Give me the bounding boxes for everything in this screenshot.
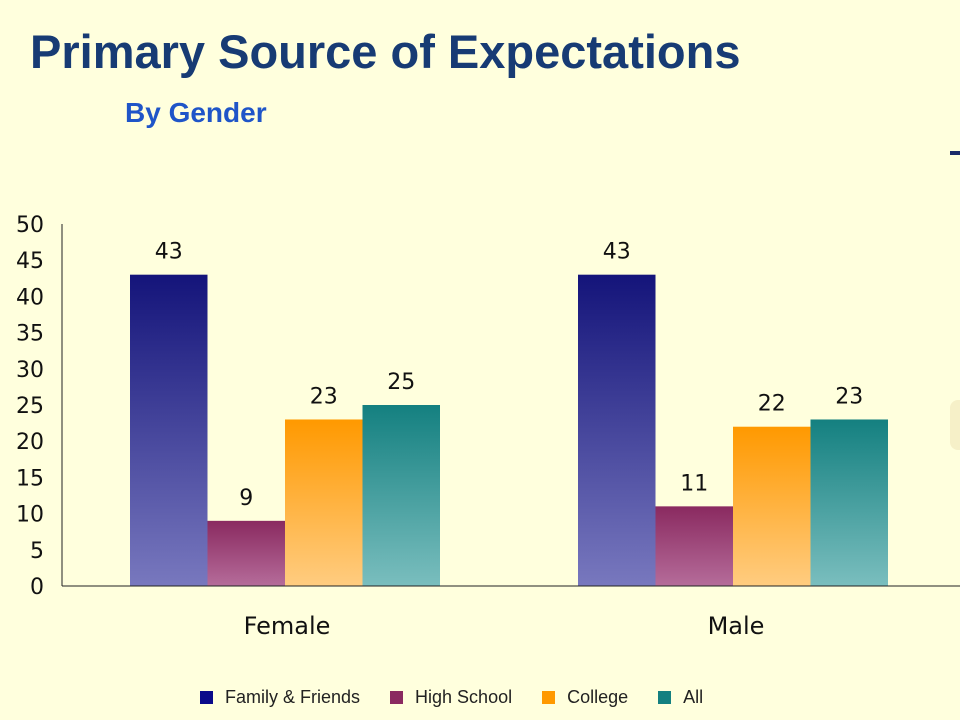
- data-label: 43: [155, 240, 183, 265]
- chart-title: Primary Source of Expectations: [30, 25, 741, 78]
- legend-label: College: [567, 686, 629, 707]
- legend-item-all: All: [658, 687, 703, 708]
- bar: [362, 405, 440, 586]
- y-tick-label: 10: [16, 503, 44, 528]
- y-tick-label: 25: [16, 394, 44, 419]
- data-label: 43: [603, 240, 631, 265]
- legend-label: High School: [415, 686, 513, 707]
- y-tick-label: 45: [16, 249, 44, 274]
- legend-item-college: College: [542, 687, 628, 708]
- x-category-label: Male: [708, 612, 765, 640]
- edge-decoration: [950, 151, 960, 155]
- data-label: 23: [310, 384, 338, 409]
- y-tick-label: 20: [16, 430, 44, 455]
- y-tick-label: 35: [16, 322, 44, 347]
- legend-item-family-friends: Family & Friends: [200, 687, 360, 708]
- chart-legend: Family & Friends High School College All: [200, 686, 733, 708]
- y-tick-label: 40: [16, 285, 44, 310]
- y-tick-label: 50: [16, 213, 44, 238]
- legend-item-high-school: High School: [390, 687, 512, 708]
- y-tick-label: 15: [16, 466, 44, 491]
- chart-subtitle: By Gender: [125, 97, 267, 128]
- bar: [285, 419, 363, 586]
- edge-decoration-shape: [950, 400, 960, 450]
- legend-swatch: [658, 690, 672, 704]
- bar: [810, 419, 888, 586]
- bar: [207, 520, 285, 586]
- legend-swatch: [390, 690, 404, 704]
- x-category-label: Female: [244, 612, 331, 640]
- data-label: 25: [387, 370, 415, 395]
- data-label: 9: [239, 486, 253, 511]
- bar: [130, 274, 208, 586]
- y-tick-label: 5: [30, 539, 44, 564]
- legend-label: Family & Friends: [225, 686, 361, 707]
- bar-chart: 0 5 10 15 20 25 30 35 40 45 50 43 9 23 25 Female 43 11 22 2…: [16, 213, 960, 640]
- legend-label: All: [683, 686, 704, 707]
- bar: [655, 506, 733, 586]
- legend-swatch: [200, 690, 213, 704]
- bar: [733, 426, 811, 586]
- data-label: 22: [758, 392, 786, 417]
- legend-swatch: [542, 690, 556, 704]
- y-tick-label: 30: [16, 358, 44, 383]
- data-label: 11: [680, 471, 708, 496]
- bar: [578, 274, 656, 586]
- data-label: 23: [835, 384, 863, 409]
- y-tick-label: 0: [30, 575, 44, 600]
